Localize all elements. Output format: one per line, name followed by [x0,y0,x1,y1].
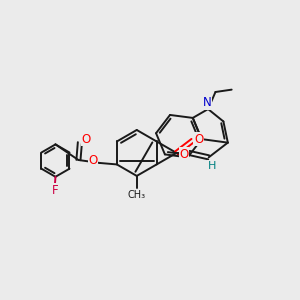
Text: N: N [203,96,212,109]
Text: F: F [52,184,58,196]
Text: H: H [208,160,216,171]
Text: CH₃: CH₃ [128,190,146,200]
Text: O: O [88,154,98,167]
Text: O: O [81,133,90,146]
Text: O: O [194,133,203,146]
Text: O: O [179,148,188,161]
